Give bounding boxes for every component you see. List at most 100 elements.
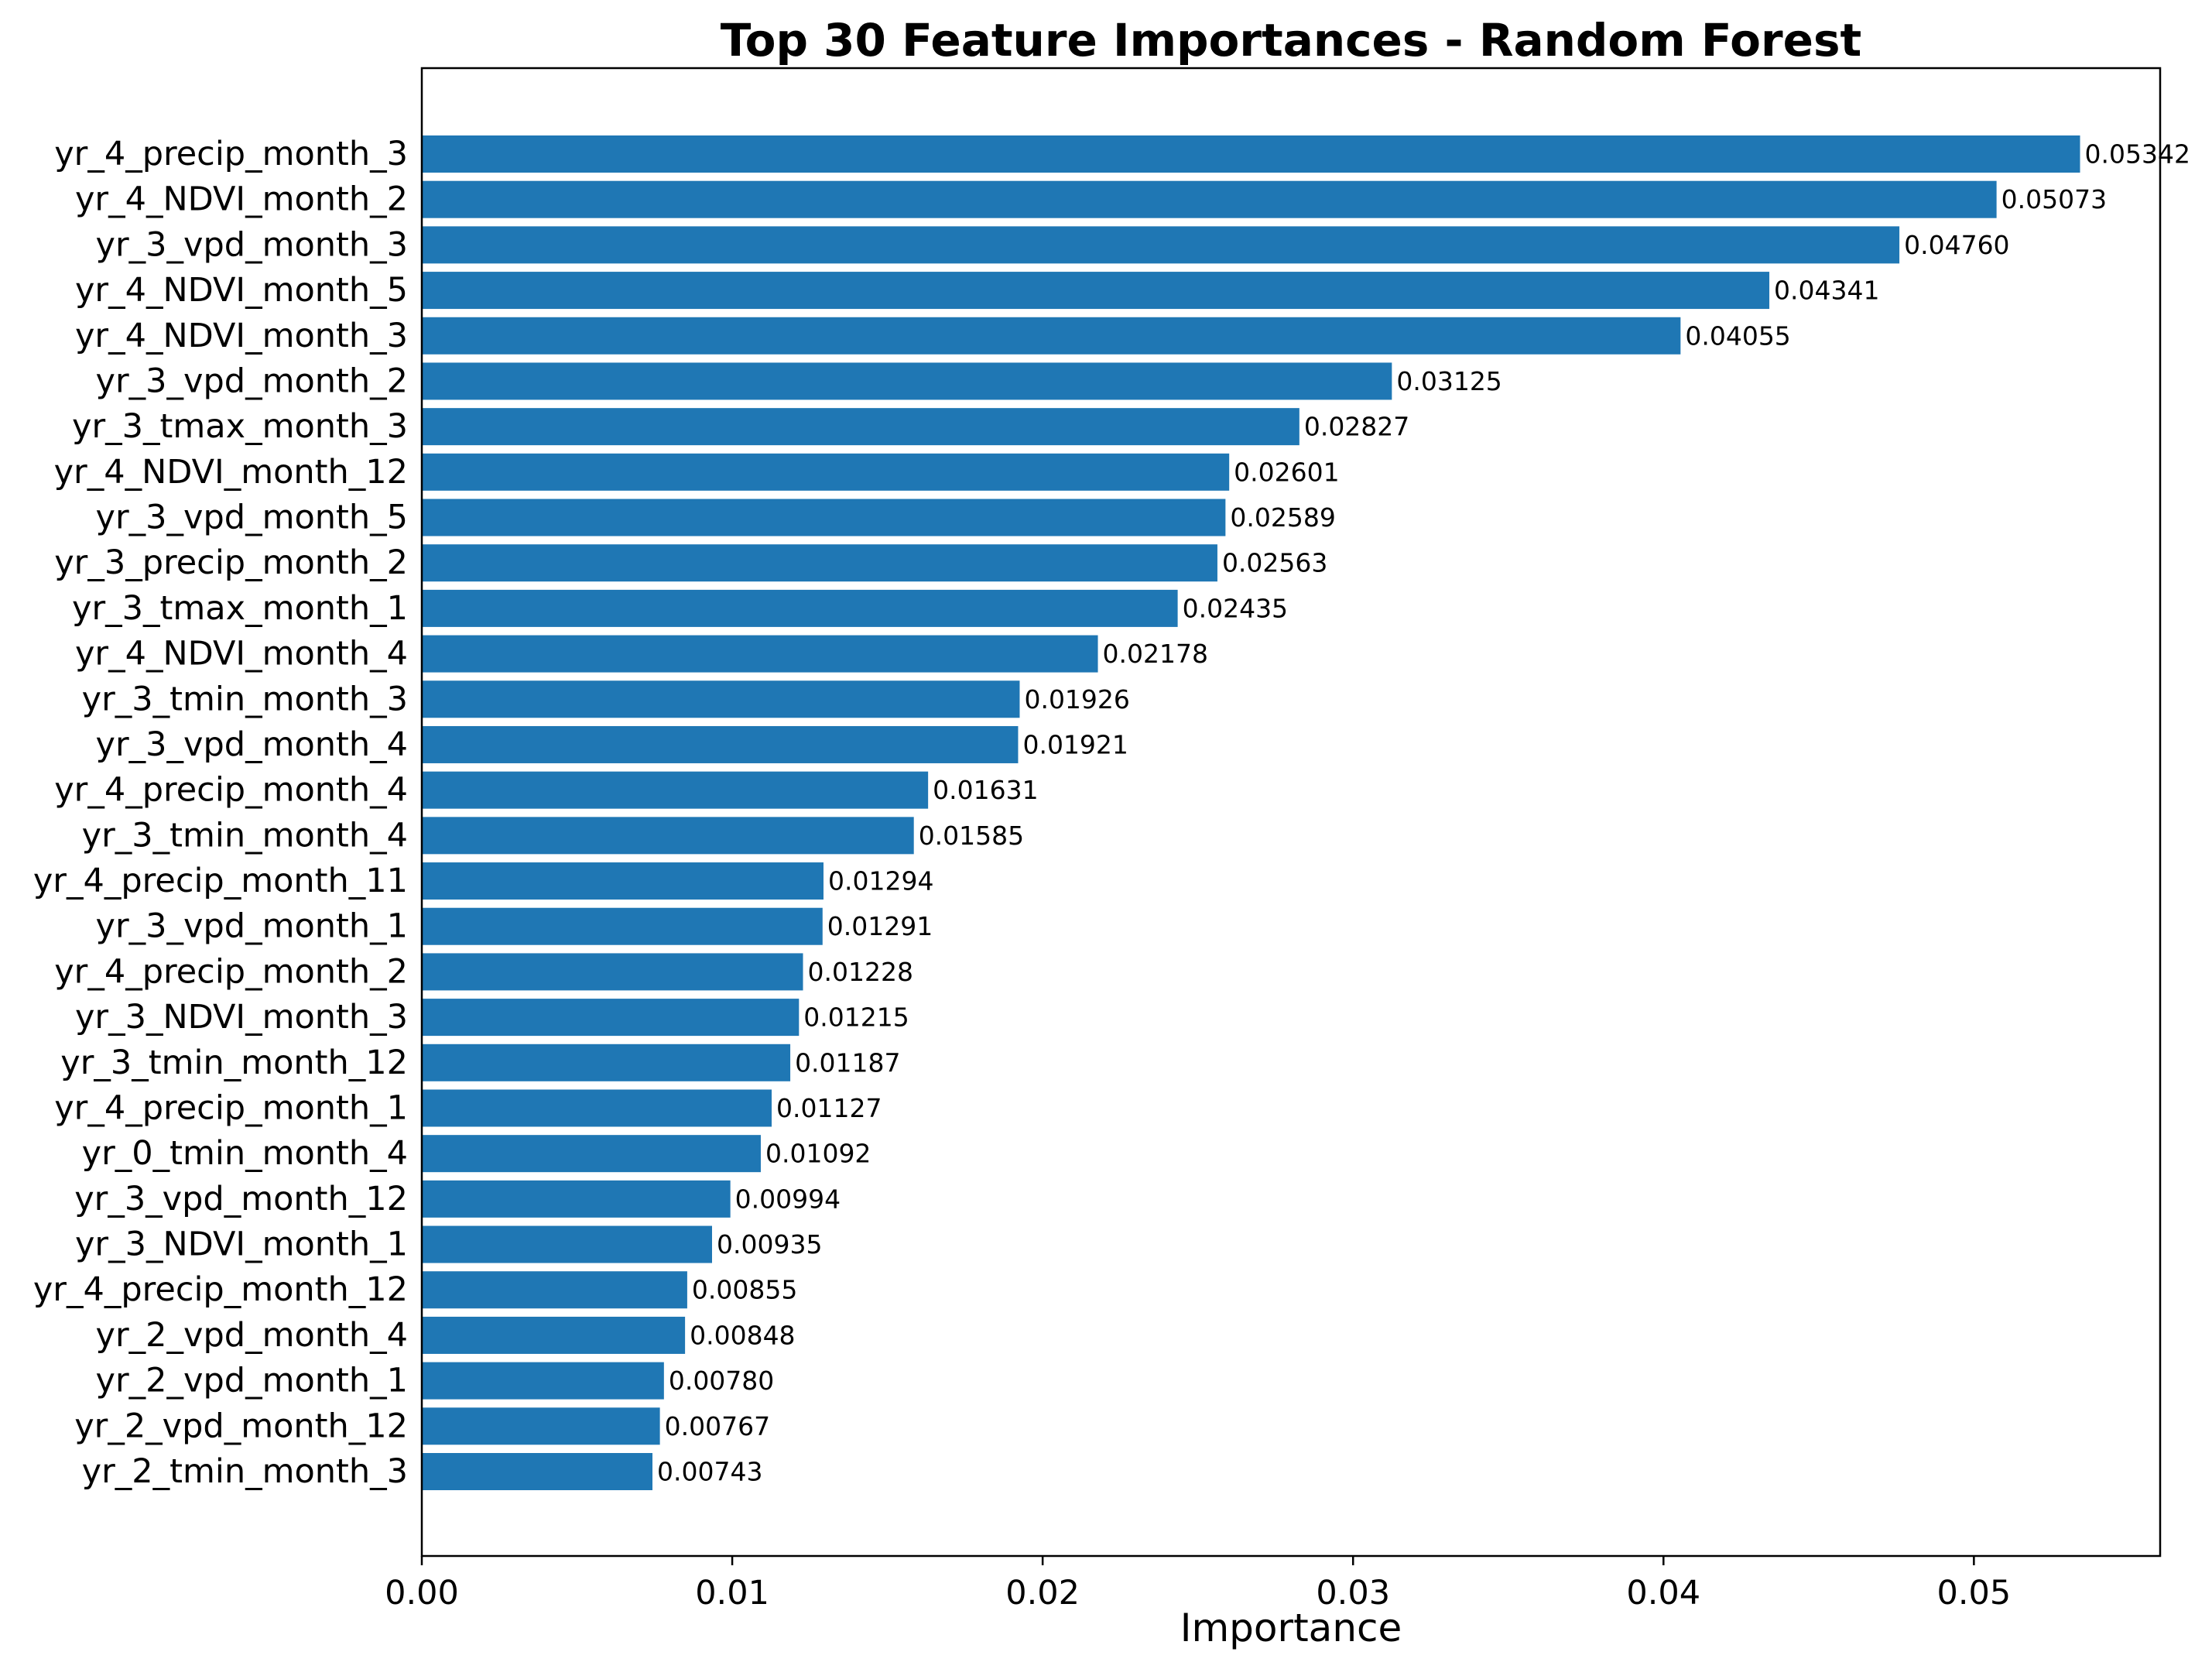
bar-13 <box>422 680 1020 718</box>
value-label: 0.02435 <box>1183 593 1288 623</box>
value-label: 0.01127 <box>776 1093 882 1123</box>
bar-7 <box>422 408 1299 446</box>
bar-17 <box>422 862 824 900</box>
value-label: 0.01215 <box>803 1002 909 1033</box>
category-label: yr_3_precip_month_2 <box>54 543 408 582</box>
bar-26 <box>422 1271 687 1309</box>
category-label: yr_2_vpd_month_4 <box>96 1316 408 1355</box>
value-label: 0.00855 <box>692 1275 797 1305</box>
category-label: yr_3_vpd_month_1 <box>96 907 408 946</box>
value-label: 0.01187 <box>795 1047 900 1078</box>
plot-frame <box>420 67 2162 1558</box>
category-label: yr_4_precip_month_2 <box>54 952 408 991</box>
category-label: yr_4_NDVI_month_2 <box>75 180 408 219</box>
value-label: 0.04341 <box>1774 276 1879 306</box>
value-label: 0.01921 <box>1022 729 1128 759</box>
category-label: yr_3_NDVI_month_3 <box>75 998 408 1037</box>
value-label: 0.02827 <box>1304 412 1409 442</box>
x-tick-label: 0.05 <box>1936 1574 2011 1612</box>
category-label: yr_3_NDVI_month_1 <box>75 1225 408 1264</box>
category-label: yr_3_tmin_month_12 <box>60 1044 408 1082</box>
x-axis-label: Importance <box>1180 1606 1402 1650</box>
value-label: 0.01092 <box>765 1139 871 1169</box>
x-tick-label: 0.01 <box>695 1574 769 1612</box>
bar-4 <box>422 272 1770 310</box>
value-label: 0.01291 <box>827 911 933 941</box>
bar-16 <box>422 817 914 855</box>
value-label: 0.02563 <box>1222 548 1327 578</box>
category-label: yr_0_tmin_month_4 <box>82 1134 408 1173</box>
bar-25 <box>422 1225 713 1263</box>
bar-30 <box>422 1453 652 1490</box>
value-label: 0.01631 <box>933 775 1038 805</box>
category-label: yr_3_vpd_month_2 <box>96 362 408 400</box>
category-label: yr_4_NDVI_month_4 <box>75 635 408 673</box>
bar-5 <box>422 317 1681 355</box>
category-label: yr_3_vpd_month_3 <box>96 225 408 264</box>
category-label: yr_3_vpd_month_12 <box>74 1180 408 1218</box>
category-label: yr_3_tmin_month_3 <box>82 680 408 718</box>
bar-1 <box>422 135 2080 173</box>
value-label: 0.02601 <box>1234 457 1339 487</box>
bar-29 <box>422 1407 660 1445</box>
value-label: 0.01294 <box>828 866 933 896</box>
bars-group <box>422 135 2080 1490</box>
bar-18 <box>422 907 823 945</box>
bar-3 <box>422 226 1900 264</box>
category-label: yr_2_tmin_month_3 <box>82 1452 408 1491</box>
value-label: 0.04760 <box>1904 230 2009 260</box>
value-label: 0.05342 <box>2085 139 2190 170</box>
category-label: yr_4_precip_month_1 <box>54 1088 408 1127</box>
value-label: 0.04055 <box>1685 320 1790 351</box>
bar-19 <box>422 953 803 991</box>
x-tick-label: 0.02 <box>1005 1574 1080 1612</box>
bar-28 <box>422 1362 664 1400</box>
value-label: 0.00935 <box>717 1229 822 1259</box>
value-label: 0.01228 <box>808 957 913 987</box>
bar-24 <box>422 1180 731 1218</box>
bar-12 <box>422 635 1098 673</box>
bar-15 <box>422 771 929 809</box>
value-label: 0.03125 <box>1396 366 1501 396</box>
category-label: yr_4_precip_month_3 <box>54 135 408 173</box>
value-label: 0.01926 <box>1024 684 1129 715</box>
bar-21 <box>422 1044 791 1081</box>
category-label: yr_4_precip_month_11 <box>33 862 408 900</box>
category-label: yr_4_NDVI_month_5 <box>75 271 408 310</box>
value-label: 0.00743 <box>657 1457 762 1487</box>
value-label: 0.02178 <box>1103 639 1208 669</box>
category-label: yr_3_tmax_month_1 <box>72 589 408 628</box>
value-label: 0.00848 <box>690 1320 795 1350</box>
bar-2 <box>422 180 1997 218</box>
category-label: yr_3_tmin_month_4 <box>82 816 408 855</box>
category-label: yr_2_vpd_month_1 <box>96 1362 408 1400</box>
bar-20 <box>422 999 800 1037</box>
x-tick-label: 0.03 <box>1316 1574 1390 1612</box>
value-label: 0.00780 <box>669 1366 774 1396</box>
category-label: yr_4_precip_month_12 <box>33 1270 408 1309</box>
bar-6 <box>422 362 1392 400</box>
value-label: 0.00767 <box>665 1411 770 1441</box>
category-label: yr_3_tmax_month_3 <box>72 407 408 446</box>
bar-8 <box>422 453 1230 491</box>
category-label: yr_4_NDVI_month_3 <box>75 317 408 355</box>
value-labels: 0.05342 0.05073 0.04760 0.04341 0.04055 0.031… <box>657 139 2190 1487</box>
x-tick-label: 0.00 <box>385 1574 459 1612</box>
x-axis-ticks: 0.00 0.01 0.02 0.03 0.04 0.05 <box>385 1556 2011 1612</box>
category-labels: yr_4_precip_month_3 yr_4_NDVI_month_2 yr_3… <box>33 135 408 1491</box>
bar-14 <box>422 725 1019 763</box>
category-label: yr_4_NDVI_month_12 <box>54 453 408 492</box>
bar-11 <box>422 589 1178 627</box>
x-tick-label: 0.04 <box>1626 1574 1700 1612</box>
bar-10 <box>422 544 1217 582</box>
category-label: yr_4_precip_month_4 <box>54 771 408 810</box>
value-label: 0.02589 <box>1230 502 1335 533</box>
category-label: yr_3_vpd_month_4 <box>96 725 408 764</box>
value-label: 0.01585 <box>919 821 1024 851</box>
category-label: yr_3_vpd_month_5 <box>96 499 408 537</box>
category-label: yr_2_vpd_month_12 <box>74 1407 408 1445</box>
chart-title: Top 30 Feature Importances - Random Fore… <box>721 14 1861 67</box>
bar-9 <box>422 499 1226 536</box>
value-label: 0.05073 <box>2001 184 2107 214</box>
